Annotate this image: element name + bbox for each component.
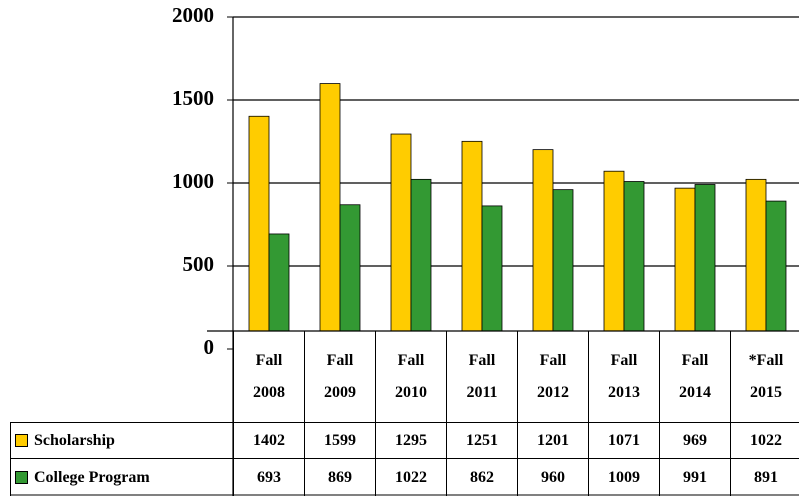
bar xyxy=(694,184,716,332)
value-cell: 960 xyxy=(517,458,588,496)
legend-label: Scholarship xyxy=(34,431,115,449)
value-cell: 969 xyxy=(659,422,730,458)
legend-swatch xyxy=(15,434,28,447)
bar xyxy=(552,189,574,332)
category-label: Fall 2009 xyxy=(324,351,356,401)
value-cell: 1022 xyxy=(730,422,799,458)
legend-swatch xyxy=(15,471,28,484)
bar xyxy=(765,200,787,332)
category-label: Fall 2010 xyxy=(395,351,427,401)
category-cell: Fall 2011 xyxy=(446,331,517,422)
category-cell: Fall 2009 xyxy=(304,331,375,422)
value-cell: 1251 xyxy=(446,422,517,458)
category-label: Fall 2012 xyxy=(537,351,569,401)
value-cell: 862 xyxy=(446,458,517,496)
category-cell: Fall 2013 xyxy=(588,331,659,422)
category-label: Fall 2013 xyxy=(608,351,640,401)
legend-label: College Program xyxy=(34,468,150,486)
category-label: Fall 2011 xyxy=(466,351,498,401)
bar xyxy=(603,170,625,332)
bar xyxy=(481,205,503,332)
legend-cell: Scholarship xyxy=(10,422,233,458)
value-cell: 891 xyxy=(730,458,799,496)
category-cell: Fall 2010 xyxy=(375,331,446,422)
y-tick-label: 500 xyxy=(183,252,215,276)
category-label: Fall 2008 xyxy=(253,351,285,401)
bar xyxy=(532,149,554,332)
value-cell: 1009 xyxy=(588,458,659,496)
bar xyxy=(674,187,696,332)
bar xyxy=(319,83,341,332)
bar xyxy=(410,178,432,332)
bar xyxy=(745,178,767,332)
value-cell: 1201 xyxy=(517,422,588,458)
value-cell: 991 xyxy=(659,458,730,496)
y-tick-label: 1500 xyxy=(172,86,214,110)
bar xyxy=(248,115,270,332)
category-cell: Fall 2014 xyxy=(659,331,730,422)
category-label: *Fall 2015 xyxy=(748,351,784,401)
bar xyxy=(390,133,412,332)
legend-cell: College Program xyxy=(10,458,233,496)
bar xyxy=(461,140,483,332)
category-cell: Fall 2012 xyxy=(517,331,588,422)
value-cell: 869 xyxy=(304,458,375,496)
category-cell: *Fall 2015 xyxy=(730,331,799,422)
y-tick-label: 1000 xyxy=(172,169,214,193)
value-cell: 1295 xyxy=(375,422,446,458)
bar xyxy=(268,233,290,332)
value-cell: 1599 xyxy=(304,422,375,458)
value-cell: 1071 xyxy=(588,422,659,458)
bar xyxy=(339,204,361,332)
y-tick-label: 0 xyxy=(204,335,215,359)
value-cell: 1022 xyxy=(375,458,446,496)
category-label: Fall 2014 xyxy=(679,351,711,401)
y-tick-label: 2000 xyxy=(172,3,214,27)
bar xyxy=(623,181,645,332)
